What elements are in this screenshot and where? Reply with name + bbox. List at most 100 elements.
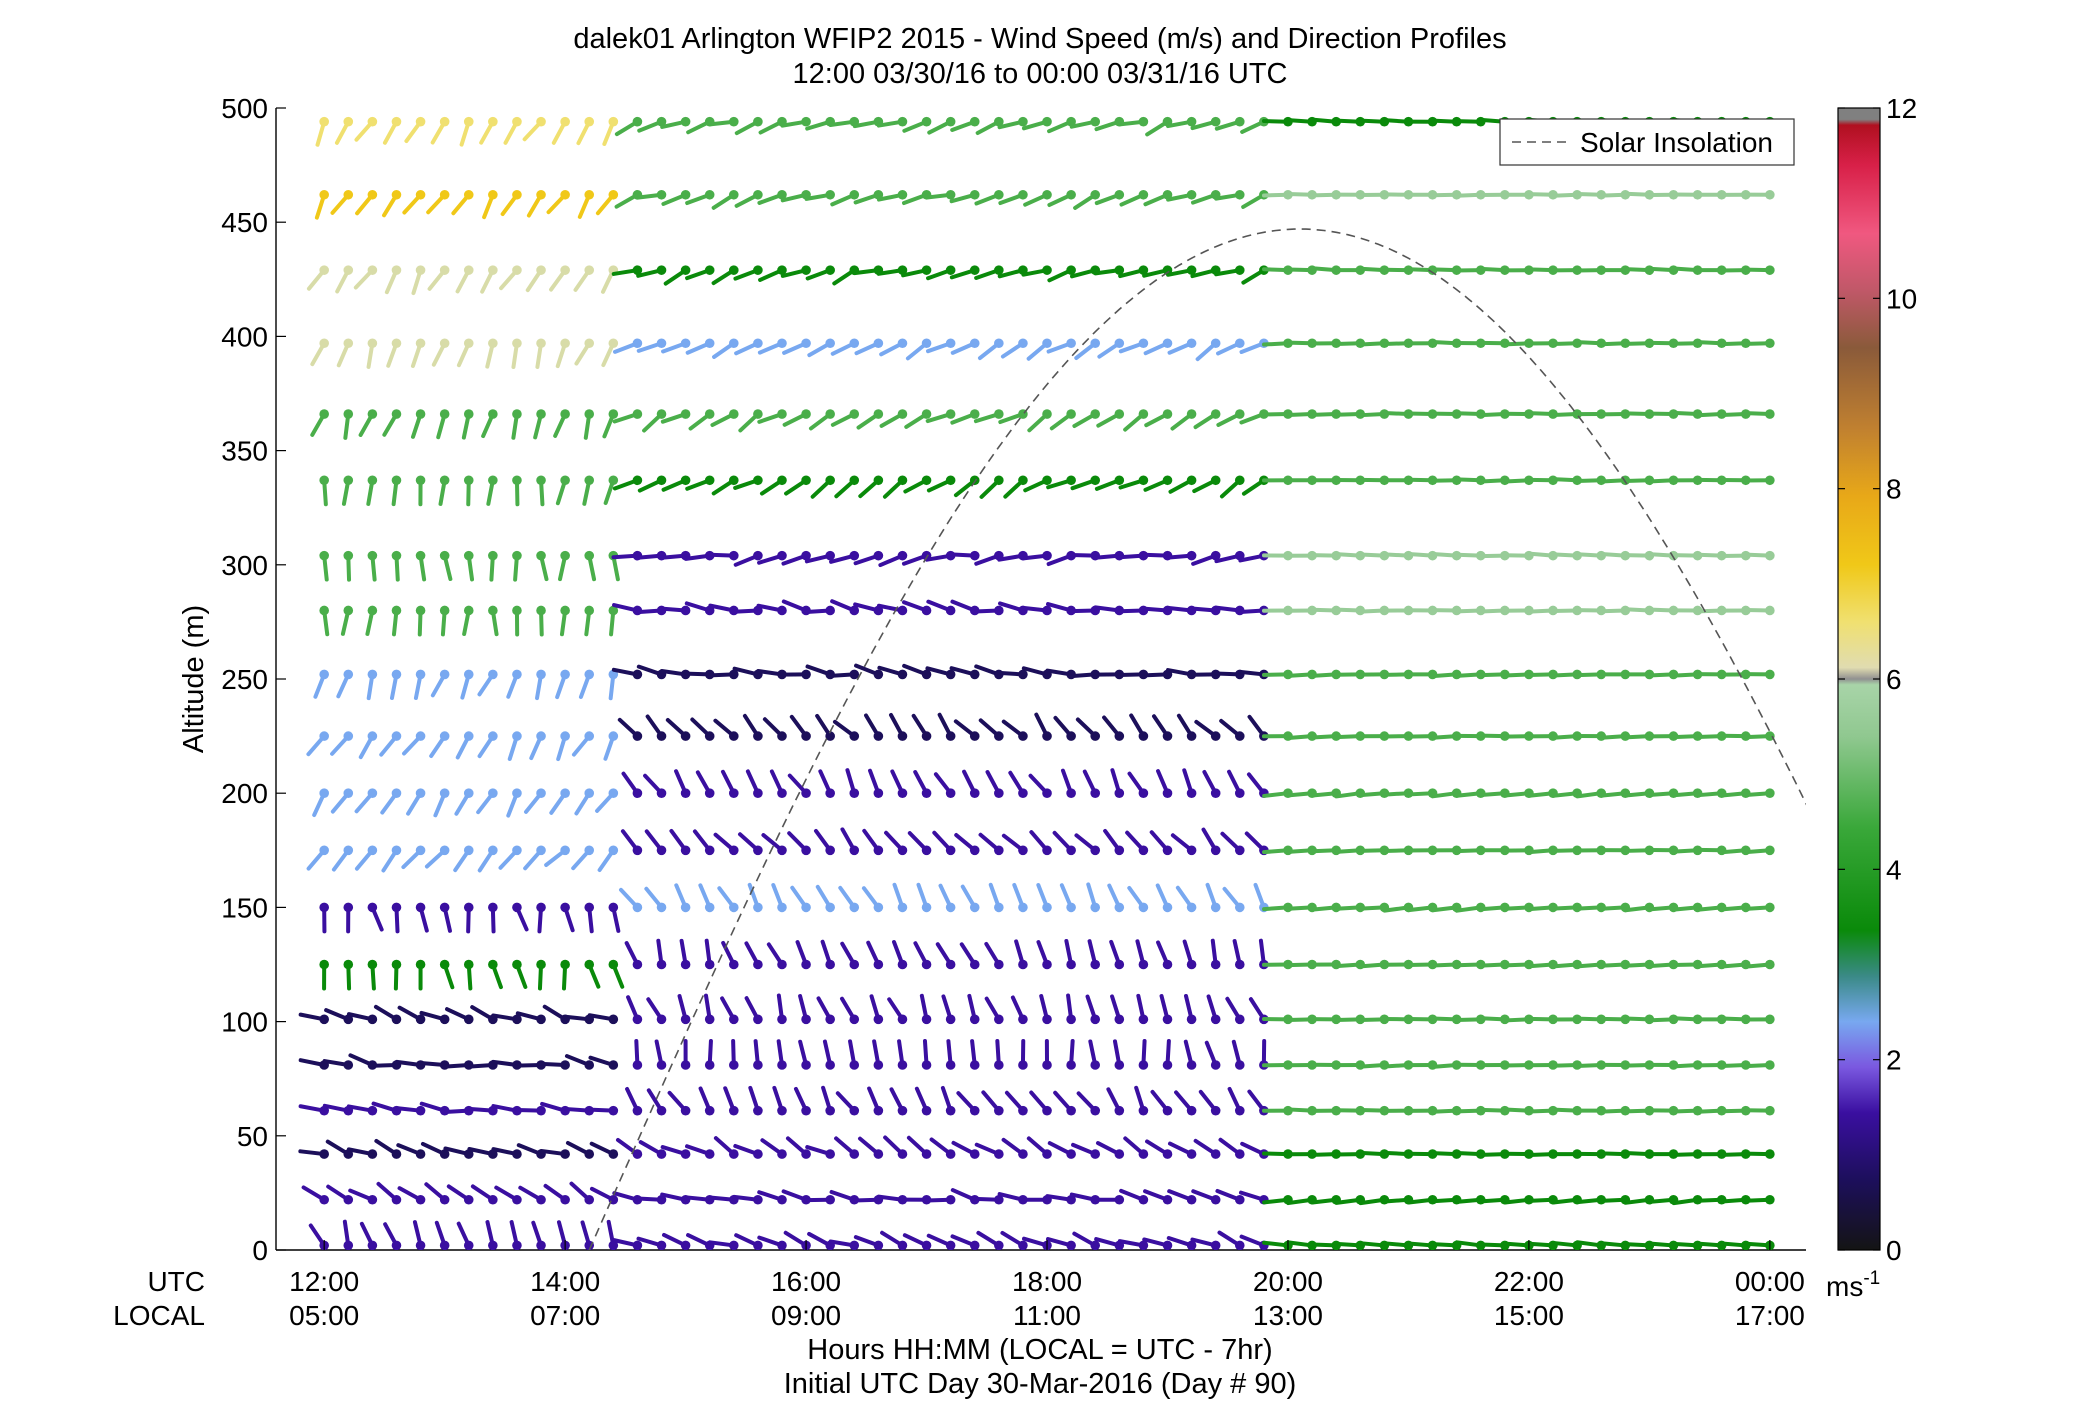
wind-barb	[1183, 1039, 1197, 1070]
wind-barb-dot	[560, 669, 570, 680]
wind-barb	[1123, 409, 1149, 432]
wind-barb-dot	[1018, 189, 1028, 200]
wind-barb-dot	[632, 116, 643, 127]
wind-barb	[1023, 475, 1052, 493]
wind-barb	[1074, 833, 1101, 856]
wind-barb	[921, 1039, 932, 1070]
wind-barb-dot	[319, 788, 329, 798]
wind-barb	[829, 550, 860, 564]
wind-barb-dot	[319, 845, 329, 856]
wind-barb	[1118, 338, 1149, 354]
wind-barb	[539, 1060, 570, 1070]
wind-barb	[319, 605, 330, 637]
wind-barb-dot	[1066, 189, 1076, 200]
wind-barb-dot	[777, 265, 787, 275]
wind-barb-dot	[849, 731, 860, 741]
wind-barb-dot	[1765, 475, 1775, 486]
wind-barb-dot	[560, 845, 570, 856]
wind-barb-dot	[367, 189, 378, 200]
wind-barb	[382, 116, 402, 145]
wind-barb	[1106, 1087, 1125, 1116]
wind-barb-dot	[463, 731, 474, 741]
wind-barb-dot	[584, 409, 595, 419]
wind-barb	[453, 845, 474, 873]
wind-barb-dot	[415, 669, 426, 680]
wind-barb	[310, 338, 329, 367]
wind-barb	[1145, 1139, 1173, 1159]
wind-barb-dot	[969, 1149, 980, 1159]
wind-barb	[551, 116, 570, 145]
wind-barb-dot	[512, 959, 522, 970]
wind-barb-dot	[1090, 1240, 1101, 1250]
wind-barb	[712, 338, 739, 359]
wind-barb	[353, 265, 378, 290]
wind-barb	[1052, 830, 1076, 856]
wind-barb	[853, 1235, 884, 1250]
wind-barb	[476, 788, 498, 815]
wind-barb	[1029, 830, 1052, 856]
wind-barb-dot	[873, 1105, 884, 1116]
wind-barb	[1021, 605, 1052, 616]
y-tick-label: 150	[221, 892, 268, 923]
wind-barb-dot	[1042, 1014, 1052, 1025]
wind-barb	[1075, 717, 1101, 741]
wind-barb	[1093, 265, 1125, 276]
wind-barb-dot	[1234, 189, 1245, 200]
wind-barb	[1190, 189, 1221, 205]
wind-barb	[301, 1185, 329, 1205]
wind-barb	[818, 769, 835, 798]
wind-barb	[1046, 338, 1076, 354]
x-tick-label-local: 07:00	[530, 1300, 600, 1331]
wind-barb	[1110, 994, 1125, 1025]
wind-barb-dot	[367, 1149, 378, 1159]
wind-barb-dot	[656, 902, 667, 913]
wind-barb-dot	[1234, 1149, 1245, 1159]
wind-barb-dot	[728, 1060, 739, 1070]
wind-barb	[644, 886, 667, 913]
wind-barb-dot	[343, 116, 354, 127]
x-tick-label-local: 05:00	[289, 1300, 359, 1331]
wind-barb	[684, 601, 715, 616]
wind-barb-dot	[753, 265, 763, 275]
wind-barb	[500, 189, 522, 217]
wind-barb-dot	[463, 189, 474, 200]
wind-barb-dot	[994, 1194, 1004, 1205]
wind-barb	[439, 902, 452, 933]
wind-barb-dot	[536, 1194, 546, 1205]
wind-barb	[757, 1235, 787, 1250]
wind-barb-dot	[849, 959, 860, 970]
wind-barb	[1162, 1039, 1173, 1070]
wind-barb	[793, 1086, 811, 1116]
wind-barb-dot	[945, 1060, 956, 1070]
wind-barb-dot	[415, 265, 426, 275]
wind-barb	[659, 605, 691, 616]
wind-barb-dot	[1186, 1194, 1197, 1205]
wind-barb-dot	[1018, 1105, 1028, 1116]
wind-barb-dot	[584, 1060, 595, 1070]
wind-barb-dot	[1234, 409, 1245, 419]
wind-barb	[438, 475, 450, 506]
wind-barb-dot	[704, 1149, 715, 1159]
wind-barb	[656, 938, 667, 970]
wind-barb-dot	[343, 338, 354, 349]
wind-barb	[959, 942, 980, 970]
wind-barb	[459, 116, 474, 147]
wind-barb-dot	[897, 902, 908, 913]
wind-barb-dot	[777, 605, 787, 616]
wind-barb	[949, 666, 980, 680]
wind-barb	[427, 265, 450, 291]
wind-barb	[455, 265, 474, 294]
wind-barb	[503, 116, 522, 145]
wind-barb-dot	[1066, 409, 1076, 419]
wind-barb-dot	[873, 1149, 884, 1159]
wind-barb-dot	[488, 550, 498, 561]
wind-barb	[488, 902, 498, 934]
wind-barb	[1123, 1136, 1149, 1159]
wind-barb-dot	[632, 409, 643, 419]
wind-barb	[1086, 882, 1101, 913]
wind-barb-dot	[488, 265, 498, 275]
wind-barb	[698, 883, 715, 913]
wind-barb	[1060, 768, 1076, 798]
wind-barb	[929, 1137, 956, 1159]
wind-barb	[1047, 265, 1076, 283]
